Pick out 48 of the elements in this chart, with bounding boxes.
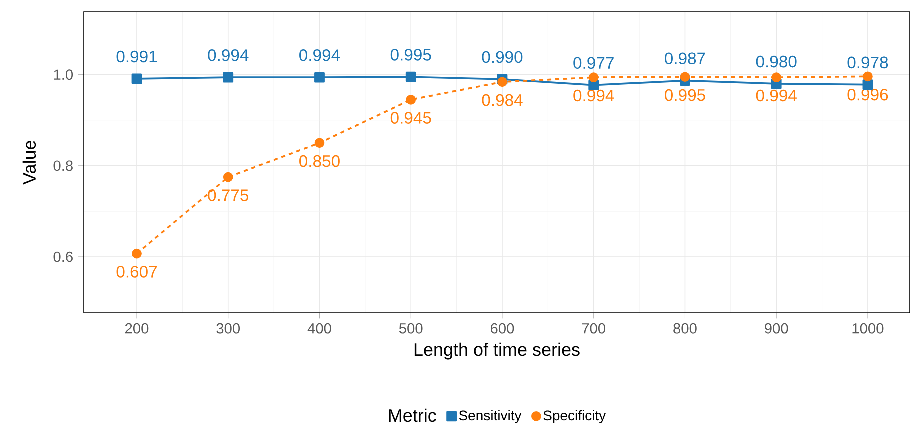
y-axis-title: Value xyxy=(22,140,36,185)
data-label: 0.607 xyxy=(116,266,158,278)
data-label: 0.996 xyxy=(848,88,888,101)
data-label: 0.994 xyxy=(756,90,797,102)
x-tick-label: 700 xyxy=(582,323,606,334)
data-label: 0.978 xyxy=(848,56,888,69)
x-tick-label: 200 xyxy=(125,323,149,334)
point xyxy=(406,72,416,82)
point xyxy=(772,72,782,83)
data-label: 0.990 xyxy=(482,51,523,64)
data-label: 0.984 xyxy=(482,94,523,106)
point xyxy=(132,248,142,259)
data-label: 0.994 xyxy=(574,90,614,102)
point xyxy=(132,74,142,84)
data-label: 0.994 xyxy=(300,50,340,62)
data-label: 0.775 xyxy=(208,190,249,202)
x-tick-label: 800 xyxy=(674,323,697,334)
legend-label: Sensitivity xyxy=(459,410,522,424)
y-tick-label: 0.8 xyxy=(54,160,73,172)
data-label: 0.995 xyxy=(665,89,706,102)
point xyxy=(223,72,234,83)
point xyxy=(588,72,599,83)
data-label: 0.991 xyxy=(116,50,158,63)
y-tick-label: 1.0 xyxy=(54,70,74,80)
x-tick-label: 900 xyxy=(765,323,788,334)
legend-label: Specificity xyxy=(544,410,606,424)
point xyxy=(314,138,325,148)
x-tick-label: 600 xyxy=(491,323,514,334)
data-label: 0.994 xyxy=(208,50,249,62)
point xyxy=(863,72,873,82)
y-tick-label: 0.6 xyxy=(54,252,73,262)
data-label: 0.977 xyxy=(574,57,614,70)
x-tick-label: 300 xyxy=(216,323,240,334)
point xyxy=(314,72,325,83)
point xyxy=(498,77,508,88)
point xyxy=(680,72,690,82)
data-label: 0.980 xyxy=(756,56,797,68)
x-axis-title: Length of time series xyxy=(414,342,580,360)
point xyxy=(223,172,234,182)
legend-title: Metric xyxy=(389,408,436,422)
x-tick-label: 400 xyxy=(308,323,332,334)
point xyxy=(406,94,416,105)
data-label: 0.987 xyxy=(665,52,706,65)
x-tick-label: 1000 xyxy=(852,323,884,334)
x-tick-label: 500 xyxy=(399,323,423,334)
data-label: 0.945 xyxy=(390,112,432,124)
data-label: 0.850 xyxy=(300,155,340,168)
data-label: 0.995 xyxy=(390,49,432,61)
